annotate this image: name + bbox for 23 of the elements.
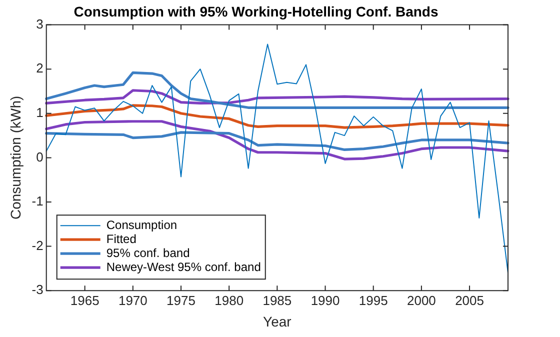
x-tick-label: 1975: [166, 292, 196, 308]
y-tick-label: -1: [32, 194, 44, 209]
x-tick-label: 2005: [455, 292, 484, 308]
legend-label: Consumption: [106, 218, 178, 232]
y-tick-label: -3: [32, 282, 44, 298]
x-tick-label: 1970: [118, 292, 148, 308]
x-tick-label: 1985: [262, 292, 292, 308]
x-tick-label: 2000: [406, 292, 436, 308]
x-axis-title: Year: [263, 313, 292, 330]
x-tick-label: 1965: [70, 292, 100, 308]
y-tick-label: 2: [36, 60, 44, 76]
y-tick-label: 3: [36, 16, 44, 32]
legend-label: Fitted: [106, 232, 136, 246]
y-tick-label: 0: [36, 149, 44, 164]
y-tick-label: 1: [36, 104, 44, 120]
x-tick-label: 1980: [214, 292, 244, 308]
x-tick-label: 1995: [358, 292, 388, 308]
x-tick-label: 1990: [310, 292, 340, 308]
chart-title: Consumption with 95% Working-Hotelling Conf. Bands: [74, 3, 438, 20]
y-axis-title: Consumption (kWh): [7, 96, 24, 220]
legend-label: Newey-West 95% conf. band: [106, 260, 261, 274]
legend-label: 95% conf. band: [106, 246, 190, 260]
y-tick-label: -2: [32, 238, 44, 253]
